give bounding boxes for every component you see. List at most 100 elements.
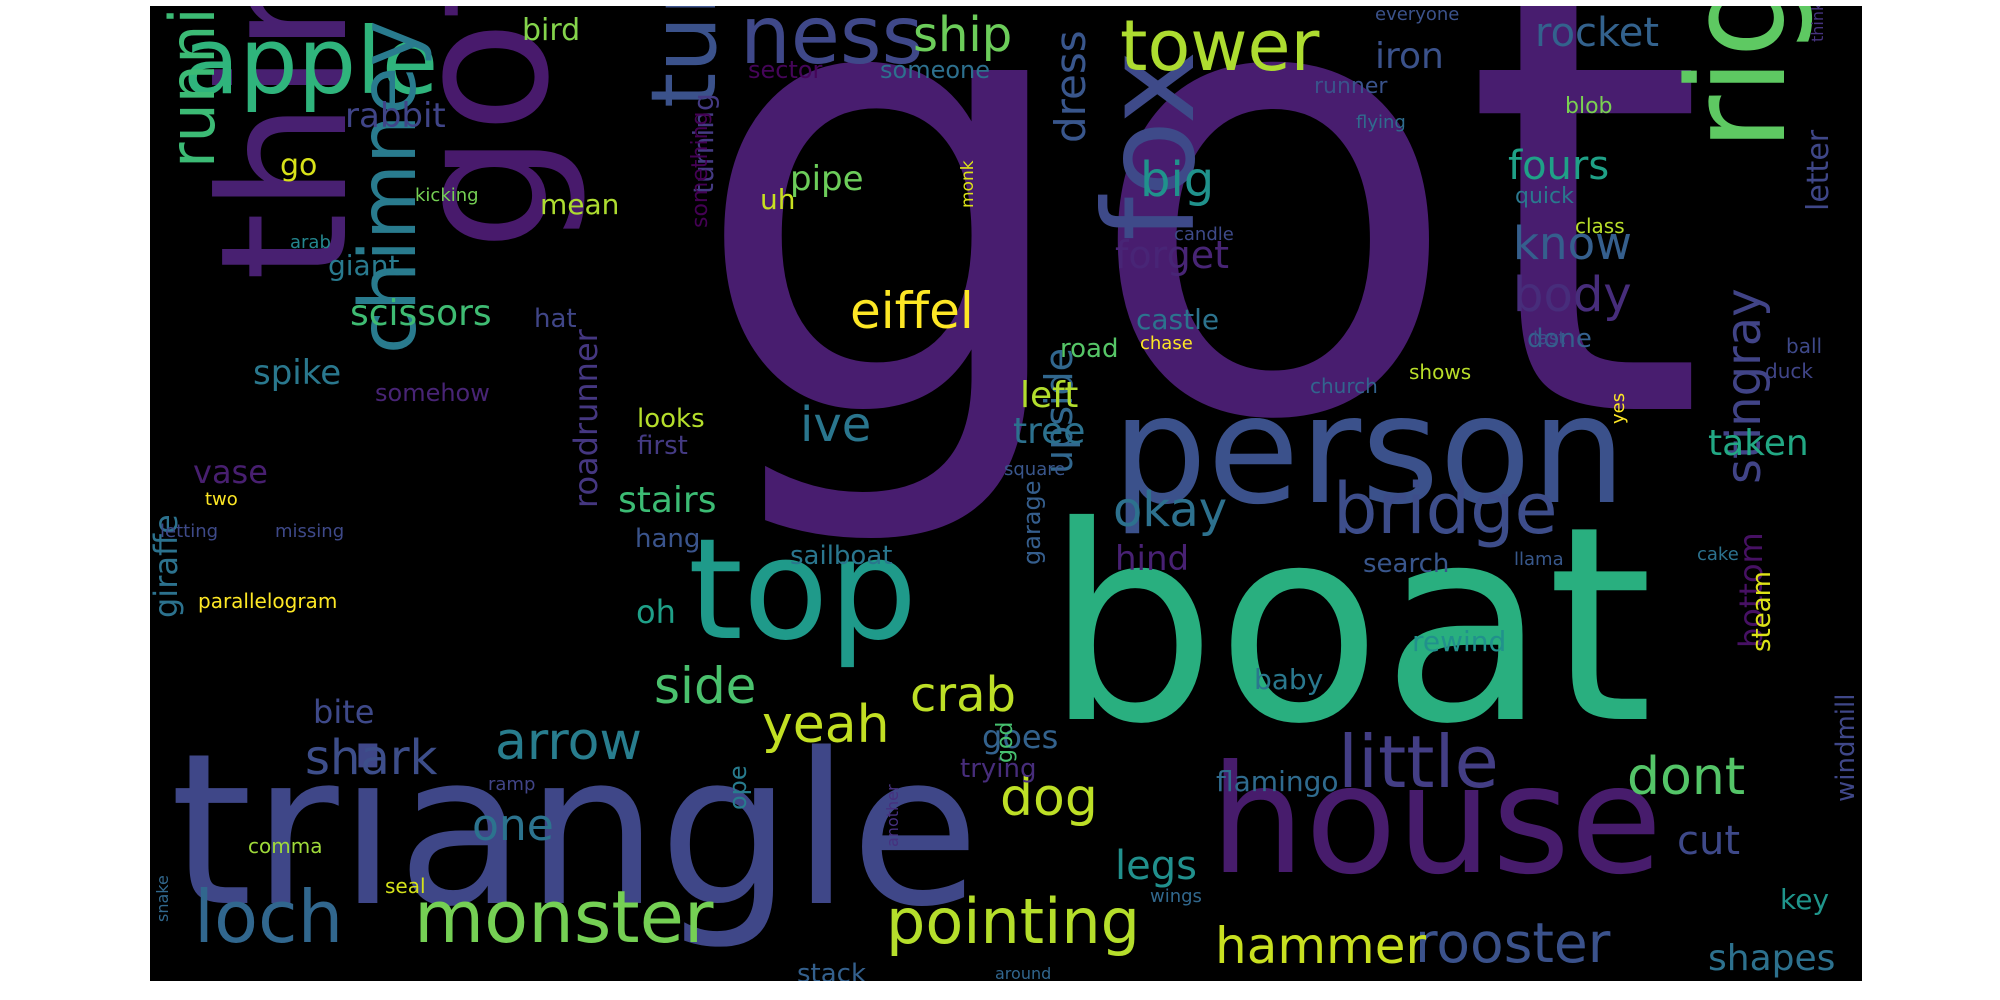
cloud-word-left: left <box>1020 375 1079 416</box>
cloud-word-candle: candle <box>1174 224 1234 245</box>
cloud-word-done: done <box>1527 324 1592 354</box>
cloud-word-yeah: yeah <box>762 695 890 755</box>
cloud-word-key: key <box>1780 883 1830 916</box>
cloud-word-kicking: kicking <box>415 185 479 206</box>
cloud-word-mean: mean <box>540 188 620 221</box>
cloud-word-runner: runner <box>1314 74 1388 99</box>
cloud-word-top: top <box>688 509 918 672</box>
cloud-word-stairs: stairs <box>618 480 717 521</box>
cloud-word-hammer: hammer <box>1215 917 1427 975</box>
cloud-word-forget: forget <box>1115 233 1229 277</box>
cloud-word-ship: ship <box>913 7 1013 63</box>
cloud-word-another: another <box>883 784 902 847</box>
cloud-word-uh: uh <box>760 183 796 216</box>
cloud-word-one: one <box>472 800 554 851</box>
cloud-word-baby: baby <box>1254 663 1324 696</box>
cloud-word-search: search <box>1363 549 1450 579</box>
cloud-word-rooster: rooster <box>1415 911 1611 975</box>
cloud-word-sailboat: sailboat <box>790 541 893 571</box>
cloud-word-last: last <box>1533 328 1566 349</box>
cloud-word-apple: apple <box>183 8 439 115</box>
cloud-word-tower: tower <box>1120 6 1320 87</box>
cloud-word-goes: goes <box>982 718 1059 756</box>
cloud-word-shapes: shapes <box>1708 938 1836 979</box>
cloud-word-snake: snake <box>153 875 172 922</box>
cloud-word-around: around <box>995 964 1052 982</box>
cloud-word-ness: ness <box>740 6 924 82</box>
cloud-word-rabbit: rabbit <box>345 96 446 136</box>
cloud-word-okay: okay <box>1113 482 1228 538</box>
cloud-word-comma: comma <box>248 834 323 858</box>
cloud-word-ball: ball <box>1786 334 1823 358</box>
cloud-word-dont: dont <box>1627 747 1746 807</box>
cloud-word-boat: boat <box>1045 468 1653 783</box>
cloud-word-church: church <box>1310 374 1378 398</box>
cloud-word-parallelogram: parallelogram <box>198 589 338 613</box>
cloud-word-body: body <box>1513 267 1632 323</box>
cloud-word-iron: iron <box>1375 36 1444 77</box>
cloud-word-tree: tree <box>1013 411 1086 452</box>
cloud-word-right: right <box>1659 6 1816 151</box>
cloud-word-letting: letting <box>160 521 219 542</box>
cloud-word-somehow: somehow <box>375 379 490 407</box>
cloud-word-looks: looks <box>637 404 705 434</box>
cloud-word-square: square <box>1004 459 1066 480</box>
cloud-word-hat: hat <box>534 304 577 334</box>
cloud-word-flamingo: flamingo <box>1216 765 1339 798</box>
cloud-word-hind: hind <box>1115 539 1190 579</box>
cloud-word-crab: crab <box>910 667 1017 723</box>
cloud-word-bridge: bridge <box>1333 468 1558 550</box>
cloud-word-road: road <box>1060 334 1119 364</box>
cloud-word-everyone: everyone <box>1375 6 1460 25</box>
cloud-word-windmill: windmill <box>1831 693 1861 802</box>
cloud-word-cut: cut <box>1677 818 1741 864</box>
cloud-word-bird: bird <box>522 13 581 48</box>
cloud-word-missing: missing <box>275 521 345 542</box>
cloud-word-letter: letter <box>1801 129 1836 211</box>
cloud-word-house: house <box>1210 734 1663 908</box>
cloud-word-garage: garage <box>1018 480 1046 565</box>
cloud-word-oh: oh <box>636 593 676 631</box>
cloud-word-arrow: arrow <box>495 712 642 772</box>
cloud-word-know: know <box>1513 217 1632 270</box>
cloud-word-duck: duck <box>1765 359 1813 383</box>
cloud-word-cake: cake <box>1697 544 1739 565</box>
cloud-word-trying: trying <box>960 754 1037 784</box>
cloud-word-dog: dog <box>1000 768 1098 828</box>
cloud-word-first: first <box>637 431 688 461</box>
cloud-word-go: go <box>280 148 318 183</box>
cloud-word-blob: blob <box>1565 94 1613 119</box>
cloud-word-roadrunner: roadrunner <box>567 329 605 508</box>
cloud-word-god: god <box>993 721 1018 763</box>
cloud-word-think: think <box>1808 6 1827 42</box>
cloud-word-castle: castle <box>1136 303 1220 336</box>
cloud-word-rewind: rewind <box>1412 625 1507 658</box>
cloud-word-wings: wings <box>1150 886 1202 907</box>
cloud-word-side: side <box>654 657 757 715</box>
cloud-word-ope: ope <box>724 765 752 810</box>
cloud-word-little: little <box>1338 720 1499 804</box>
cloud-word-running: running <box>156 6 229 168</box>
cloud-word-fours: fours <box>1508 143 1610 189</box>
cloud-word-someone: someone <box>880 56 990 84</box>
cloud-word-arab: arab <box>290 232 331 253</box>
cloud-word-rocket: rocket <box>1535 10 1660 56</box>
cloud-word-vase: vase <box>193 453 268 491</box>
cloud-word-loch: loch <box>194 875 344 959</box>
cloud-word-yes: yes <box>1608 392 1629 424</box>
cloud-word-dress: dress <box>1046 30 1095 143</box>
cloud-word-sector: sector <box>748 56 823 84</box>
cloud-word-steam: steam <box>1747 571 1777 652</box>
cloud-word-quick: quick <box>1515 184 1574 209</box>
cloud-word-something: something <box>688 111 713 228</box>
cloud-word-seal: seal <box>385 874 426 898</box>
cloud-word-legs: legs <box>1115 843 1197 889</box>
cloud-word-big: big <box>1140 152 1215 208</box>
cloud-word-llama: llama <box>1514 549 1564 570</box>
cloud-word-got: got <box>690 6 1706 556</box>
cloud-word-stack: stack <box>797 959 867 981</box>
cloud-word-shark: shark <box>305 730 438 786</box>
cloud-word-giant: giant <box>328 249 400 282</box>
cloud-word-monk: monk <box>958 160 978 208</box>
